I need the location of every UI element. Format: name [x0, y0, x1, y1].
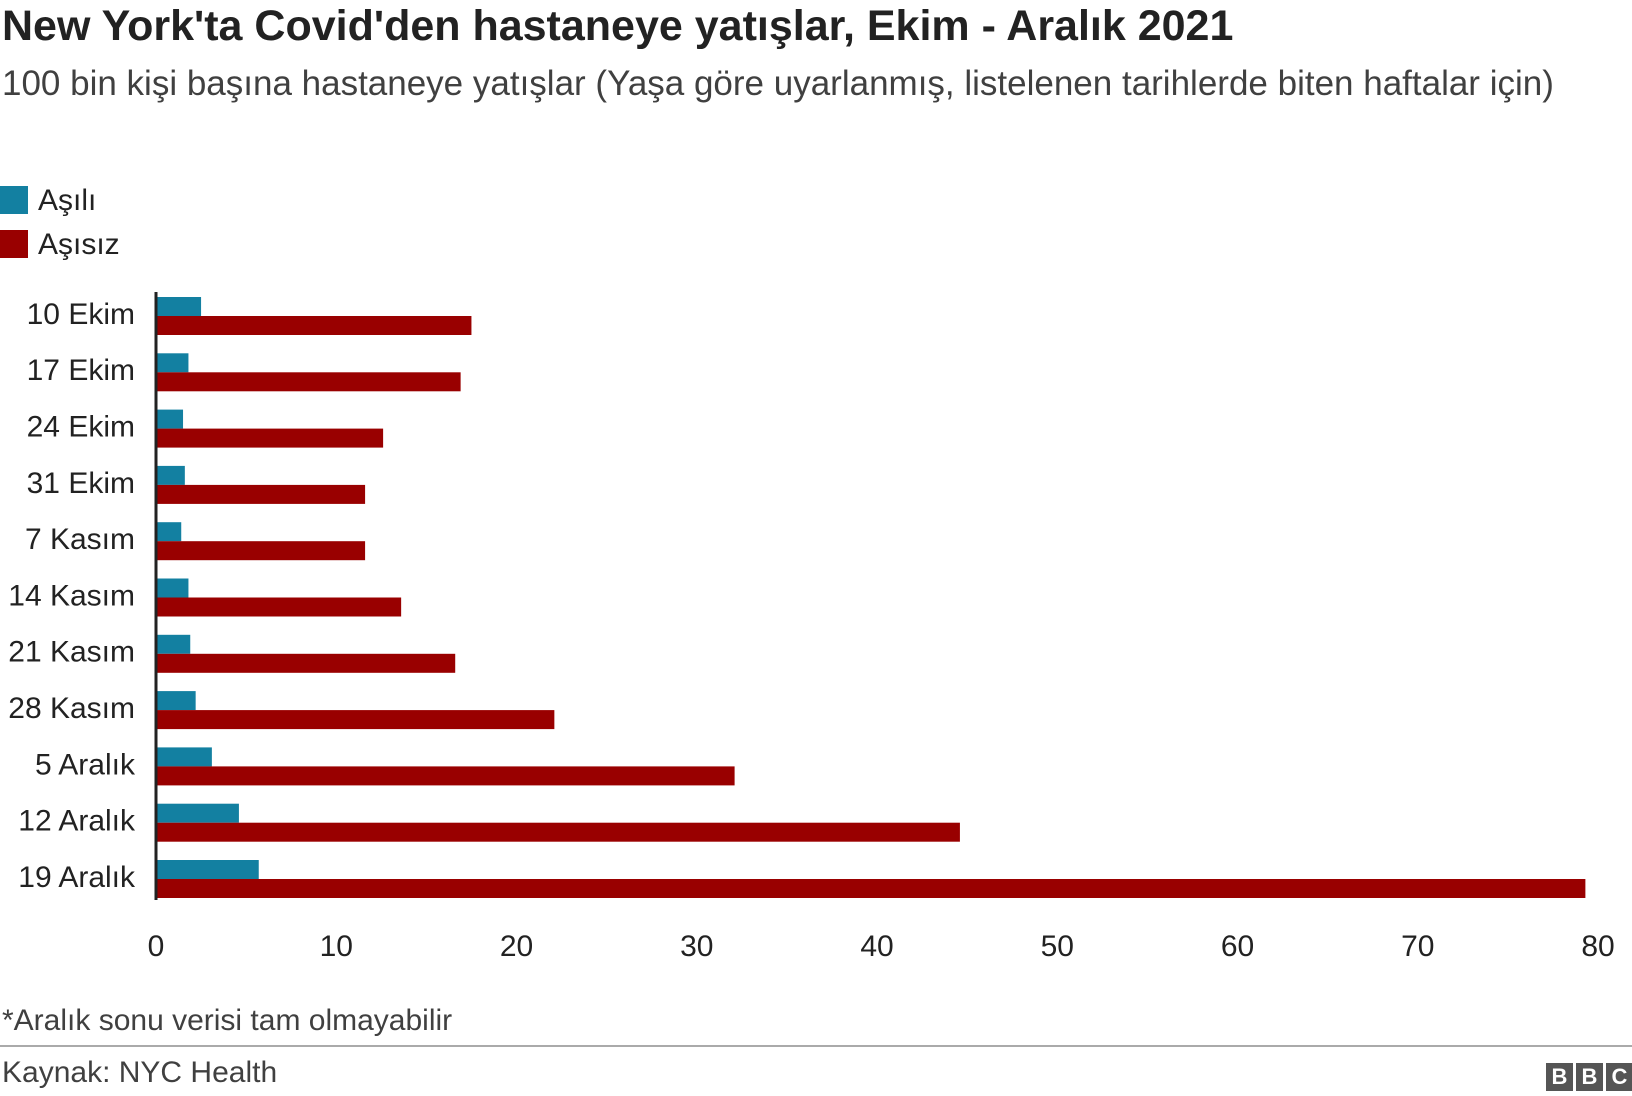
bar: [156, 297, 202, 316]
logo-box: [1546, 1063, 1573, 1091]
bar: [156, 578, 189, 598]
bar: [156, 522, 182, 542]
bar: [156, 634, 191, 654]
bar: [156, 428, 384, 448]
bar: [156, 353, 189, 373]
logo-letter: C: [1612, 1064, 1628, 1089]
bar: [156, 484, 366, 504]
bar: [156, 316, 472, 335]
y-tick-label: 28 Kasım: [8, 692, 135, 725]
bar: [156, 879, 1586, 898]
bar: [156, 822, 960, 842]
x-tick-label: 30: [680, 930, 713, 963]
bar: [156, 465, 185, 485]
chart-subtitle: 100 bin kişi başına hastaneye yatışlar (…: [2, 64, 1554, 103]
logo-box: [1576, 1063, 1603, 1091]
bar: [156, 766, 735, 786]
bar: [156, 409, 184, 429]
legend-swatch: [0, 230, 28, 258]
bar: [156, 372, 461, 392]
x-tick-label: 0: [148, 930, 165, 963]
bar: [156, 691, 196, 711]
bar: [156, 710, 555, 730]
note: *Aralık sonu verisi tam olmayabilir: [2, 1004, 453, 1037]
chart-title: New York'ta Covid'den hastaneye yatışlar…: [2, 2, 1234, 50]
bar: [156, 541, 366, 561]
logo-letter: B: [1552, 1064, 1568, 1089]
bar: [156, 747, 212, 767]
y-tick-label: 7 Kasım: [25, 523, 135, 556]
x-tick-label: 20: [500, 930, 533, 963]
x-tick-label: 50: [1041, 930, 1074, 963]
y-tick-label: 10 Ekim: [27, 298, 135, 331]
y-tick-label: 24 Ekim: [27, 411, 135, 444]
bar: [156, 803, 239, 823]
y-tick-label: 31 Ekim: [27, 467, 135, 500]
legend-label: Aşısız: [38, 228, 120, 261]
y-tick-label: 5 Aralık: [35, 748, 136, 781]
bar: [156, 860, 259, 879]
x-tick-label: 60: [1221, 930, 1254, 963]
x-tick-label: 70: [1401, 930, 1434, 963]
y-tick-label: 12 Aralık: [18, 805, 136, 838]
x-tick-label: 40: [860, 930, 893, 963]
y-tick-label: 17 Ekim: [27, 354, 135, 387]
bar: [156, 653, 456, 673]
legend-label: Aşılı: [38, 184, 96, 217]
source: Kaynak: NYC Health: [2, 1056, 278, 1089]
x-tick-label: 80: [1581, 930, 1614, 963]
logo-box: [1606, 1063, 1632, 1091]
x-tick-label: 10: [320, 930, 353, 963]
y-tick-label: 14 Kasım: [8, 579, 135, 612]
y-tick-label: 19 Aralık: [18, 861, 136, 894]
bar: [156, 597, 402, 617]
legend-swatch: [0, 186, 28, 214]
logo-letter: B: [1582, 1064, 1598, 1089]
y-tick-label: 21 Kasım: [8, 636, 135, 669]
